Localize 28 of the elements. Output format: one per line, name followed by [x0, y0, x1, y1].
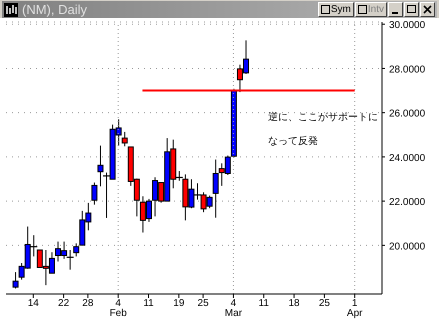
- text: Sym: [318, 2, 354, 17]
- x-tick-label: 25: [198, 298, 210, 309]
- chart-title: (NM), Daily: [22, 2, 87, 17]
- x-tick-label: 18: [288, 298, 300, 309]
- candlestick: [122, 131, 128, 147]
- x-tick-label: 11: [258, 298, 270, 309]
- y-tick-label: 26.0000: [389, 108, 426, 120]
- y-tick-label: 28.0000: [389, 64, 426, 76]
- candlestick: [91, 182, 98, 206]
- y-tick-label: 30.0000: [389, 20, 426, 32]
- x-tick-label: 4 Feb: [110, 298, 128, 319]
- candlestick: [73, 242, 80, 257]
- candlestick: [12, 272, 19, 289]
- x-tick-label: 14: [28, 298, 40, 309]
- x-tick-label: 1 Apr: [346, 298, 364, 319]
- y-tick-label: 22.0000: [389, 197, 426, 208]
- candlestick: [212, 159, 219, 218]
- x-tick-label: 4 Mar: [224, 298, 243, 319]
- text: Intv: [354, 2, 387, 17]
- x-tick-label: 19: [173, 298, 185, 309]
- text: 逆に、ここがサポートになって反発: [268, 112, 378, 147]
- candlestick: [97, 145, 104, 187]
- x-tick-label: 11: [143, 298, 154, 309]
- y-tick-label: 20.0000: [389, 241, 426, 252]
- x-tick-label: 22: [58, 298, 70, 309]
- x-tick-label: 25: [318, 298, 330, 309]
- x-tick-label: 28: [82, 298, 94, 309]
- y-tick-label: 24.0000: [389, 152, 426, 164]
